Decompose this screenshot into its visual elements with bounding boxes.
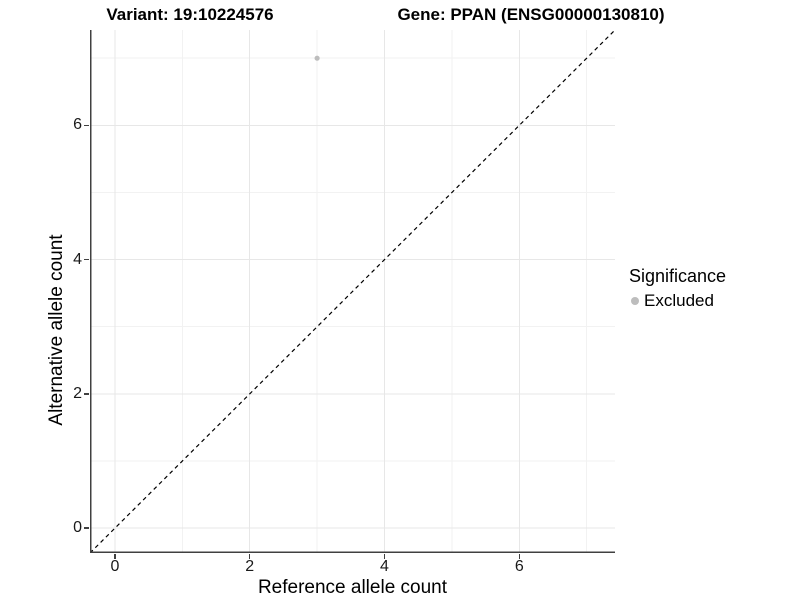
legend-entry-excluded: Excluded	[629, 291, 726, 311]
legend-entry-label: Excluded	[644, 291, 714, 310]
x-tick-mark	[518, 554, 521, 559]
identity-line	[90, 30, 615, 553]
x-tick-label: 0	[110, 558, 120, 575]
y-tick-label: 0	[73, 519, 82, 537]
legend-title: Significance	[629, 266, 727, 286]
data-point	[314, 55, 320, 61]
x-tick-mark	[383, 554, 386, 559]
x-tick-label: 6	[514, 558, 524, 575]
gene-title: Gene: PPAN (ENSG00000130810)	[397, 5, 665, 24]
x-tick-mark	[114, 554, 116, 559]
y-tick-label: 4	[73, 250, 82, 268]
x-tick-label: 4	[380, 558, 389, 575]
y-tick-mark	[84, 393, 89, 395]
legend-key-dot	[631, 297, 639, 305]
plot-panel	[90, 30, 615, 553]
y-tick-label: 2	[73, 384, 82, 402]
legend: Significance Excluded	[629, 266, 726, 311]
x-axis-title: Reference allele count	[257, 577, 448, 598]
variant-title: Variant: 19:10224576	[106, 5, 274, 24]
y-tick-mark	[84, 124, 89, 127]
plot-area	[90, 30, 615, 553]
y-tick-label: 6	[73, 116, 82, 134]
x-tick-label: 2	[245, 558, 255, 575]
y-tick-mark	[84, 258, 89, 261]
y-tick-mark	[84, 527, 89, 529]
x-tick-mark	[248, 554, 251, 559]
